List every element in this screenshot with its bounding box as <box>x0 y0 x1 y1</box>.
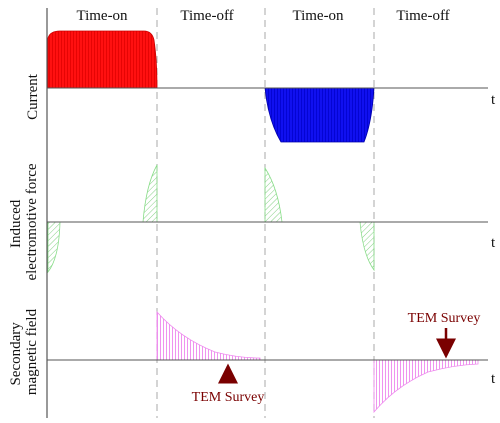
emf-t-label: t <box>491 235 496 251</box>
negative-field-decay <box>373 359 479 414</box>
emf-pulse-1 <box>47 221 61 274</box>
emf-y-label-line-2: electromotive force <box>24 163 40 280</box>
negative-current-pulse <box>264 87 375 143</box>
phase-label-3: Time-on <box>292 8 344 24</box>
field-y-label-line-1: Secondary <box>8 322 24 386</box>
emf-pulse-3 <box>264 166 283 223</box>
current-t-label: t <box>491 92 496 108</box>
tem-survey-label-1: TEM Survey <box>192 390 265 405</box>
current-y-label: Current <box>25 73 41 120</box>
positive-field-decay <box>156 310 261 361</box>
phase-label-4: Time-off <box>396 8 449 24</box>
current-panel: t Current <box>25 30 496 143</box>
current-y-label-line-1: Current <box>25 73 41 120</box>
field-panel: t Secondary magnetic field <box>8 308 496 414</box>
emf-y-label: Induced electromotive force <box>8 163 40 280</box>
positive-current-pulse <box>47 30 158 89</box>
field-t-label: t <box>491 371 496 387</box>
phase-label-1: Time-on <box>76 8 128 24</box>
phase-label-2: Time-off <box>180 8 233 24</box>
emf-pulse-2 <box>142 164 158 223</box>
emf-pulse-4 <box>359 221 375 272</box>
emf-y-label-line-1: Induced <box>8 199 24 248</box>
field-y-label: Secondary magnetic field <box>8 308 40 395</box>
tem-survey-annotation-1: TEM Survey <box>192 363 265 405</box>
emf-panel: t Induced electromotive force <box>8 163 496 280</box>
field-y-label-line-2: magnetic field <box>24 308 40 395</box>
tem-survey-annotation-2: TEM Survey <box>408 311 481 359</box>
tem-survey-label-2: TEM Survey <box>408 311 481 326</box>
